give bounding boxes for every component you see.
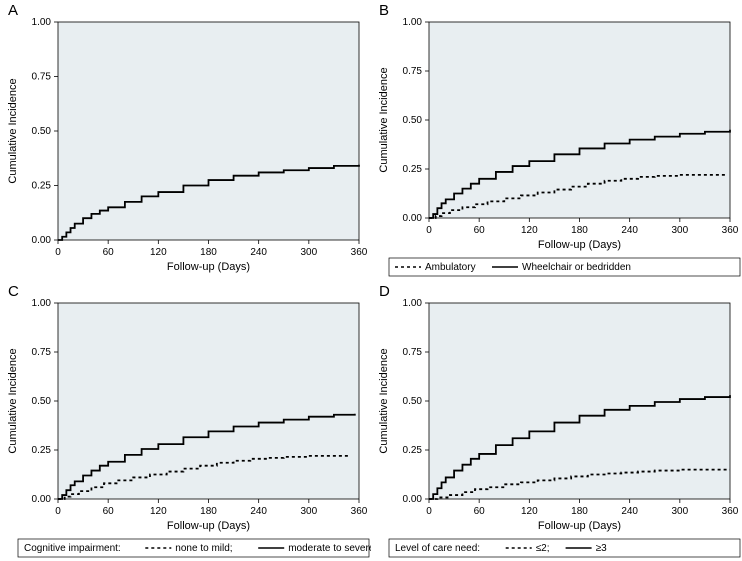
svg-text:0: 0 bbox=[426, 506, 432, 517]
svg-text:moderate to severe: moderate to severe bbox=[288, 543, 371, 554]
panel-b-label: B bbox=[379, 2, 389, 19]
svg-text:0: 0 bbox=[55, 506, 61, 517]
svg-text:1.00: 1.00 bbox=[403, 17, 423, 28]
svg-text:240: 240 bbox=[250, 506, 267, 517]
svg-text:60: 60 bbox=[103, 506, 115, 517]
svg-text:120: 120 bbox=[521, 506, 538, 517]
svg-text:0.25: 0.25 bbox=[32, 181, 52, 192]
svg-text:Ambulatory: Ambulatory bbox=[425, 262, 476, 273]
svg-text:0.25: 0.25 bbox=[403, 164, 423, 175]
svg-text:120: 120 bbox=[521, 225, 538, 236]
svg-text:300: 300 bbox=[671, 225, 688, 236]
panel-a-svg: 0.00 0.25 0.50 0.75 1.00 0 60 120 180 240 300 360 Fo… bbox=[0, 0, 371, 280]
svg-text:0: 0 bbox=[426, 225, 432, 236]
svg-text:360: 360 bbox=[722, 225, 739, 236]
panel-d-svg: 0.00 0.25 0.50 0.75 1.00 0 60 120 180 240 300 360 Fo… bbox=[371, 281, 742, 561]
svg-text:0.25: 0.25 bbox=[403, 445, 423, 456]
panel-a: A 0.00 0.25 0.50 0.75 1.00 0 60 120 180 240 300 360… bbox=[0, 0, 371, 281]
svg-text:180: 180 bbox=[571, 506, 588, 517]
svg-text:1.00: 1.00 bbox=[32, 17, 52, 28]
svg-text:60: 60 bbox=[474, 225, 486, 236]
svg-text:0.50: 0.50 bbox=[403, 115, 423, 126]
svg-text:0.00: 0.00 bbox=[32, 235, 52, 246]
svg-text:Follow-up (Days): Follow-up (Days) bbox=[167, 261, 250, 273]
svg-text:360: 360 bbox=[722, 506, 739, 517]
panel-d-label: D bbox=[379, 283, 390, 300]
svg-text:0.75: 0.75 bbox=[32, 72, 52, 83]
svg-text:Cognitive impairment:: Cognitive impairment: bbox=[24, 543, 121, 554]
svg-text:Cumulative Incidence: Cumulative Incidence bbox=[378, 67, 390, 172]
svg-text:0.00: 0.00 bbox=[32, 494, 52, 505]
svg-text:Wheelchair or bedridden: Wheelchair or bedridden bbox=[522, 262, 631, 273]
svg-text:300: 300 bbox=[671, 506, 688, 517]
panel-b: B 0.00 0.25 0.50 0.75 1.00 0 60 120 180 240 300 360… bbox=[371, 0, 742, 281]
svg-text:180: 180 bbox=[200, 247, 217, 258]
svg-text:0.00: 0.00 bbox=[403, 494, 423, 505]
svg-text:60: 60 bbox=[474, 506, 486, 517]
svg-text:Cumulative Incidence: Cumulative Incidence bbox=[7, 78, 19, 183]
svg-text:1.00: 1.00 bbox=[403, 298, 423, 309]
panel-c-label: C bbox=[8, 283, 19, 300]
panel-c: C 0.00 0.25 0.50 0.75 1.00 0 60 120 180 240 300 360… bbox=[0, 281, 371, 561]
svg-text:300: 300 bbox=[300, 247, 317, 258]
svg-text:0: 0 bbox=[55, 247, 61, 258]
svg-text:0.50: 0.50 bbox=[32, 396, 52, 407]
svg-text:0.75: 0.75 bbox=[403, 347, 423, 358]
svg-text:0.25: 0.25 bbox=[32, 445, 52, 456]
svg-text:300: 300 bbox=[300, 506, 317, 517]
panel-d: D 0.00 0.25 0.50 0.75 1.00 0 60 120 180 240 300 360… bbox=[371, 281, 742, 561]
svg-text:0.75: 0.75 bbox=[32, 347, 52, 358]
svg-text:none to mild;: none to mild; bbox=[175, 543, 232, 554]
svg-text:≤2;: ≤2; bbox=[536, 543, 550, 554]
svg-text:240: 240 bbox=[250, 247, 267, 258]
svg-text:60: 60 bbox=[103, 247, 115, 258]
svg-text:Follow-up (Days): Follow-up (Days) bbox=[538, 239, 621, 251]
svg-text:180: 180 bbox=[200, 506, 217, 517]
svg-text:≥3: ≥3 bbox=[596, 543, 607, 554]
svg-text:0.50: 0.50 bbox=[32, 126, 52, 137]
panel-b-svg: 0.00 0.25 0.50 0.75 1.00 0 60 120 180 240 300 360 Fo… bbox=[371, 0, 742, 280]
svg-text:0.00: 0.00 bbox=[403, 213, 423, 224]
svg-text:Follow-up (Days): Follow-up (Days) bbox=[167, 520, 250, 532]
svg-text:360: 360 bbox=[351, 506, 368, 517]
svg-text:Cumulative Incidence: Cumulative Incidence bbox=[378, 348, 390, 453]
svg-text:240: 240 bbox=[621, 225, 638, 236]
svg-text:360: 360 bbox=[351, 247, 368, 258]
svg-text:Cumulative Incidence: Cumulative Incidence bbox=[7, 348, 19, 453]
svg-text:120: 120 bbox=[150, 506, 167, 517]
svg-text:1.00: 1.00 bbox=[32, 298, 52, 309]
svg-text:Level of care need:: Level of care need: bbox=[395, 543, 480, 554]
svg-text:Follow-up (Days): Follow-up (Days) bbox=[538, 520, 621, 532]
chart-grid: A 0.00 0.25 0.50 0.75 1.00 0 60 120 180 240 300 360… bbox=[0, 0, 742, 561]
panel-a-label: A bbox=[8, 2, 18, 19]
svg-text:0.75: 0.75 bbox=[403, 66, 423, 77]
svg-text:180: 180 bbox=[571, 225, 588, 236]
panel-c-svg: 0.00 0.25 0.50 0.75 1.00 0 60 120 180 240 300 360 Fo… bbox=[0, 281, 371, 561]
svg-text:240: 240 bbox=[621, 506, 638, 517]
svg-text:120: 120 bbox=[150, 247, 167, 258]
svg-text:0.50: 0.50 bbox=[403, 396, 423, 407]
